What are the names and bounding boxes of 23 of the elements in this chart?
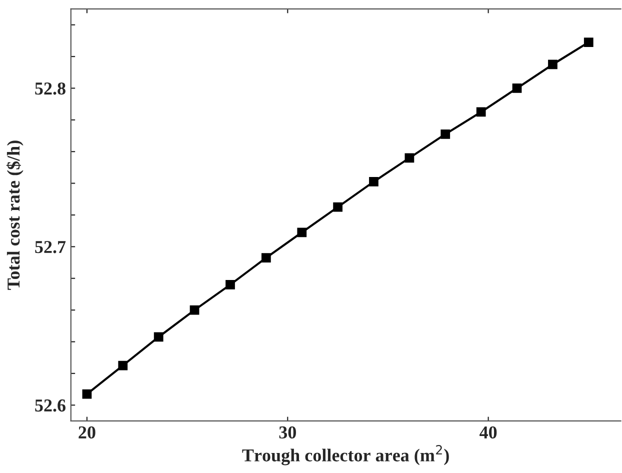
point: [226, 280, 235, 290]
point: [118, 360, 128, 370]
x-tick-label: 30: [279, 426, 296, 439]
point: [261, 253, 271, 262]
point: [404, 153, 414, 163]
point: [512, 84, 522, 93]
x-axis-title: Trough collector area (m$^{2}$): [242, 444, 449, 466]
y-tick-label: 52.8: [35, 82, 66, 95]
x-tick-label: 20: [78, 426, 96, 439]
point: [154, 332, 164, 342]
point: [548, 60, 558, 70]
point: [584, 38, 594, 47]
point: [369, 177, 378, 186]
y-axis-title: Total cost rate ($/h): [6, 140, 24, 290]
point: [82, 389, 92, 399]
point: [297, 228, 307, 238]
point: [333, 202, 342, 212]
point: [190, 305, 200, 315]
point: [476, 107, 486, 117]
y-tick-label: 52.6: [35, 399, 66, 412]
point: [440, 129, 450, 139]
x-tick-label: 40: [480, 426, 497, 439]
y-tick-label: 52.7: [35, 240, 66, 254]
